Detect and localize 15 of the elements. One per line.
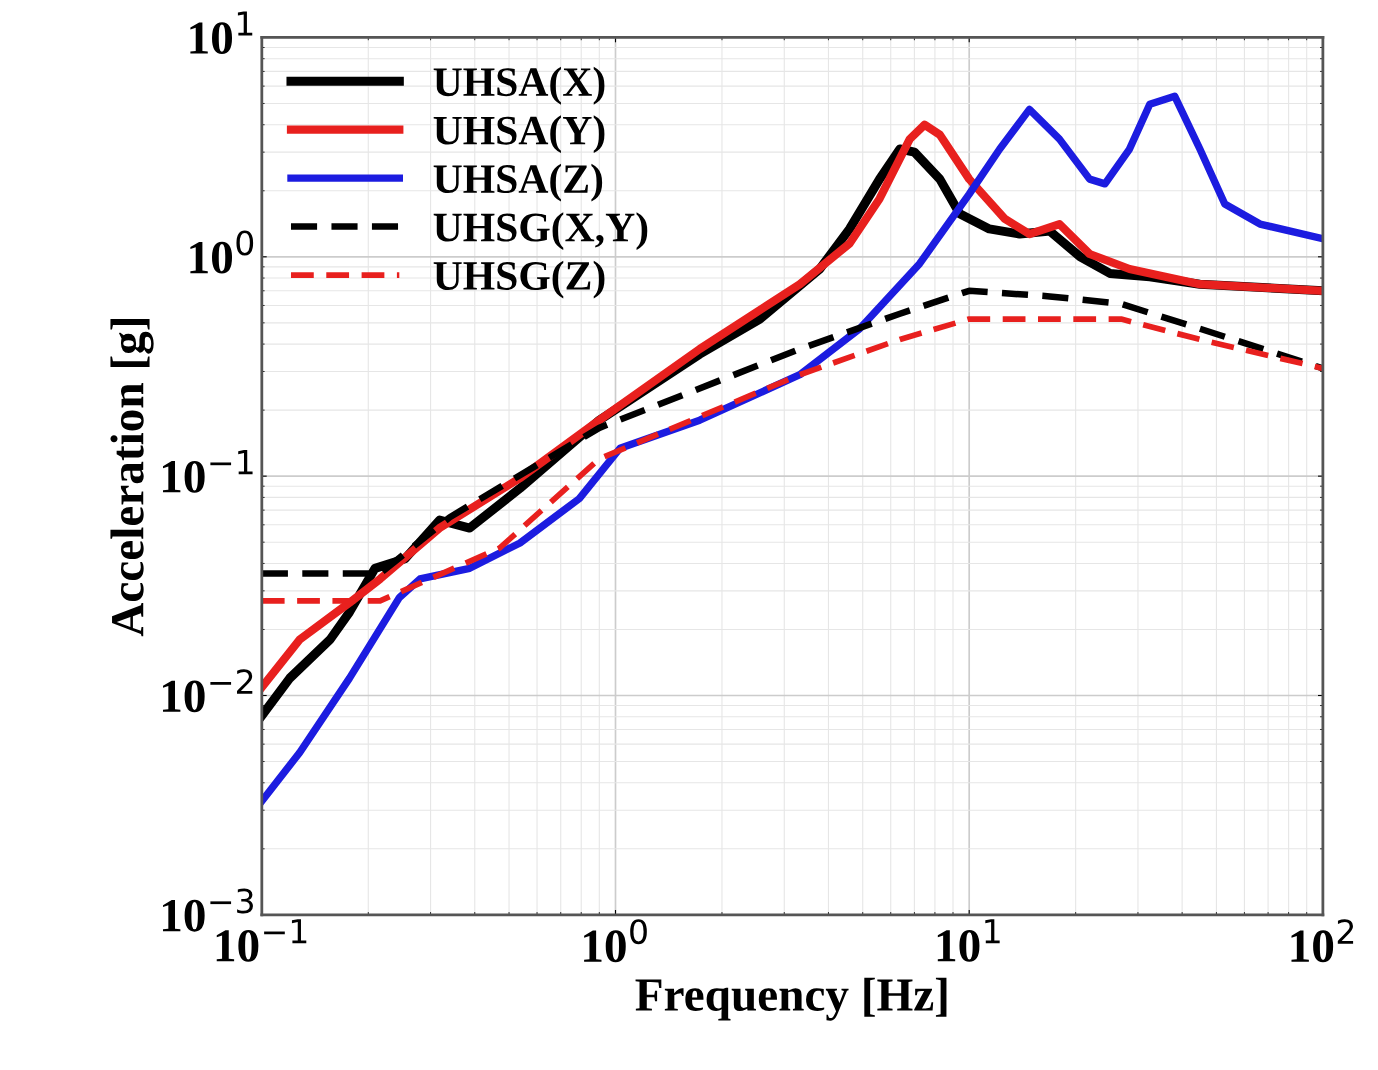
y-tick-label: 10$^{−2}$ (162, 669, 253, 713)
x-tick-label: 10$^{0}$ (584, 919, 647, 963)
x-tick-label: 10$^{−1}$ (216, 919, 307, 962)
y-axis-title: Acceleration [g] (110, 319, 154, 637)
legend-label: UHSG(X,Y) (433, 212, 648, 251)
legend-label: UHSG(Z) (433, 260, 605, 299)
y-tick-label: 10$^{−1}$ (162, 450, 253, 493)
y-tick-label: 10$^{0}$ (190, 230, 254, 274)
legend-label: UHSA(X) (433, 66, 605, 105)
x-tick-label: 10$^{1}$ (937, 919, 1000, 962)
legend-label: UHSA(Y) (433, 115, 605, 154)
y-tick-label: 10$^{1}$ (190, 11, 253, 55)
x-axis-title: Frequency [Hz] (635, 977, 947, 1021)
x-tick-label: 10$^{2}$ (1291, 919, 1354, 963)
legend-label: UHSA(Z) (433, 163, 603, 202)
